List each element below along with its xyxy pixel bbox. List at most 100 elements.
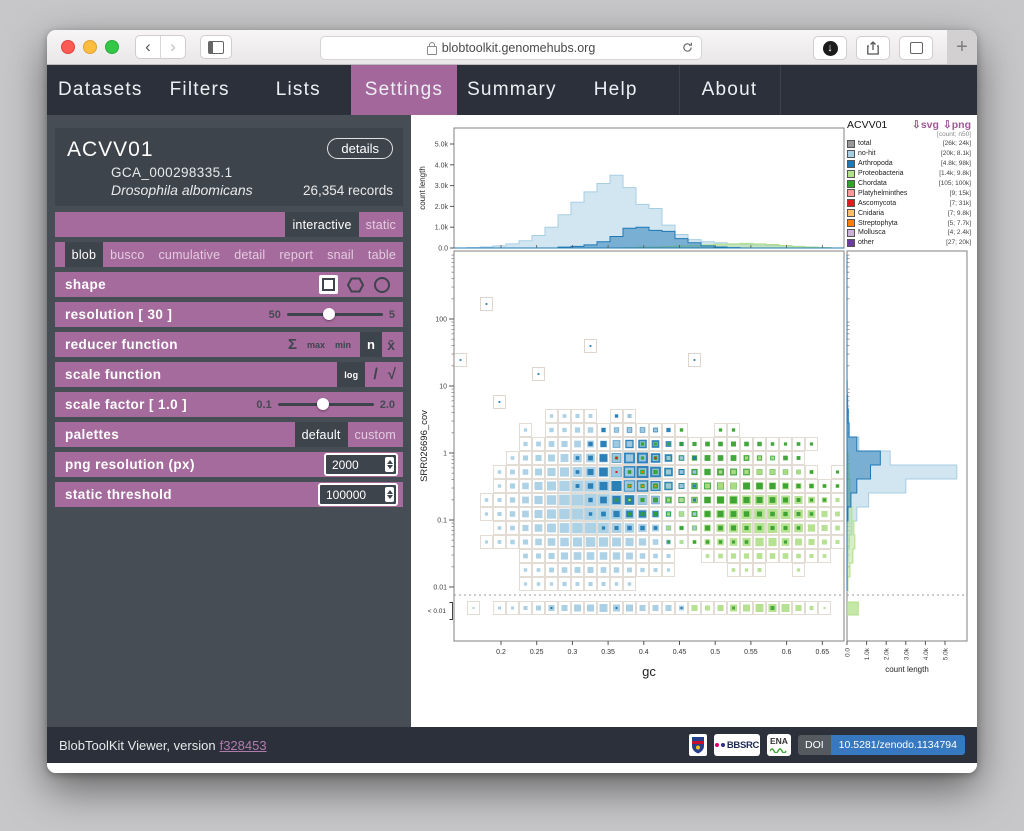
dataset-id: ACVV01 (67, 138, 154, 161)
forward-button[interactable]: › (160, 36, 185, 58)
version-link[interactable]: f328453 (219, 737, 267, 753)
nav-summary[interactable]: Summary (467, 79, 557, 100)
stepper-icon[interactable] (385, 487, 394, 502)
resolution-slider-thumb[interactable] (323, 308, 336, 321)
view-chip-report[interactable]: report (279, 247, 314, 262)
stepper-icon[interactable] (385, 457, 394, 472)
nav-help[interactable]: Help (593, 79, 638, 100)
legend-values: [105; 100k] (938, 180, 971, 187)
ena-text: ENA (770, 736, 788, 746)
palettes-label: palettes (65, 427, 120, 442)
scale-function-row: scale function log / √ (55, 362, 403, 387)
static-threshold-value: 100000 (326, 487, 367, 502)
resolution-slider-track[interactable] (286, 308, 383, 321)
sidebar-toggle-button[interactable] (200, 35, 232, 59)
scale-sqrt-button[interactable]: √ (387, 366, 396, 383)
reducer-mean-button[interactable]: x̄ (387, 336, 395, 353)
svg-text:0.55: 0.55 (744, 649, 758, 656)
legend-item[interactable]: total [26k; 24k] (847, 139, 971, 149)
browser-titlebar: ‹ › blobtoolkit.genomehubs.org ↓ + (47, 30, 977, 65)
view-chip-cumulative[interactable]: cumulative (158, 247, 221, 262)
reducer-row: reducer function Σ max min n x̄ (55, 332, 403, 357)
scale-factor-slider-track[interactable] (277, 398, 374, 411)
ena-logo[interactable]: ENA (766, 734, 791, 756)
reducer-max-button[interactable]: max (307, 339, 326, 350)
legend-item[interactable]: Streptophyta [5; 7.7k] (847, 218, 971, 228)
legend-item[interactable]: Platyhelminthes [9; 15k] (847, 188, 971, 198)
svg-text:0.01: 0.01 (433, 585, 447, 592)
downloads-button[interactable]: ↓ (813, 36, 847, 60)
mode-chip-static[interactable]: static (365, 217, 396, 232)
bbsrc-logo[interactable]: BBSRC (713, 734, 760, 756)
view-chip-detail[interactable]: detail (234, 247, 266, 262)
palette-default-button[interactable]: default (294, 422, 348, 447)
legend-item[interactable]: other [27; 20k] (847, 238, 971, 248)
close-window-button[interactable] (61, 40, 75, 54)
legend-item[interactable]: Ascomycota [7; 31k] (847, 198, 971, 208)
legend-name: Mollusca (858, 229, 886, 237)
share-button[interactable] (856, 36, 890, 60)
view-chip-blob[interactable]: blob (64, 242, 104, 267)
static-threshold-input[interactable]: 100000 (318, 483, 398, 506)
png-resolution-input[interactable]: 2000 (324, 453, 398, 476)
legend-values: [5; 7.7k] (947, 219, 971, 227)
scale-factor-row: scale factor [ 1.0 ] 0.1 2.0 (55, 392, 403, 417)
minimize-window-button[interactable] (83, 40, 97, 54)
dataset-header: ACVV01 details GCA_000298335.1 Drosophil… (55, 128, 403, 206)
shape-hex-button[interactable] (347, 277, 364, 293)
palette-custom-button[interactable]: custom (354, 427, 396, 442)
legend-item[interactable]: no-hit [20k; 8.1k] (847, 149, 971, 159)
legend-swatch (847, 238, 855, 247)
back-button[interactable]: ‹ (145, 37, 151, 56)
slider-max-label: 5 (388, 308, 395, 321)
new-tab-button[interactable]: + (947, 30, 977, 64)
slider-min-label: 0.1 (256, 398, 272, 411)
university-crest-logo[interactable] (688, 734, 707, 756)
view-chip-snail[interactable]: snail (327, 247, 354, 262)
download-svg-link[interactable]: ⇩svg (912, 119, 939, 131)
legend-name: Cnidaria (858, 209, 885, 217)
doi-label: DOI (797, 735, 831, 755)
reducer-sum-button[interactable]: Σ (288, 336, 298, 353)
static-threshold-label: static threshold (65, 487, 172, 502)
svg-text:count length: count length (885, 665, 929, 674)
svg-text:0.6: 0.6 (782, 649, 792, 656)
zoom-window-button[interactable] (105, 40, 119, 54)
mode-chip-interactive[interactable]: interactive (285, 212, 359, 237)
reducer-count-button[interactable]: n (360, 332, 383, 357)
details-button[interactable]: details (327, 138, 393, 159)
svg-text:3.0k: 3.0k (435, 183, 449, 190)
legend-item[interactable]: Chordata [105; 100k] (847, 179, 971, 189)
legend-item[interactable]: Proteobacteria [1.4k; 9.8k] (847, 169, 971, 179)
legend-item[interactable]: Mollusca [4; 2.4k] (847, 228, 971, 238)
svg-text:1: 1 (443, 451, 447, 458)
shape-square-button[interactable] (319, 275, 338, 294)
legend-item[interactable]: Cnidaria [7; 9.8k] (847, 208, 971, 218)
svg-text:0.0: 0.0 (438, 246, 448, 253)
svg-text:2.0k: 2.0k (884, 647, 891, 660)
shape-circle-button[interactable] (374, 276, 390, 293)
scale-log-button[interactable]: log (337, 362, 366, 387)
doi-badge[interactable]: DOI 10.5281/zenodo.1134794 (797, 735, 965, 755)
legend-swatch (847, 179, 855, 188)
tab-overview-button[interactable] (899, 36, 933, 60)
svg-text:gc: gc (642, 664, 656, 679)
png-resolution-value: 2000 (332, 457, 359, 472)
nav-settings[interactable]: Settings (350, 65, 458, 115)
scale-linear-button[interactable]: / (373, 365, 378, 383)
download-png-link[interactable]: ⇩png (942, 119, 971, 131)
nav-filters[interactable]: Filters (169, 79, 230, 100)
view-chip-table[interactable]: table (367, 247, 396, 262)
address-bar[interactable]: blobtoolkit.genomehubs.org (320, 36, 702, 60)
nav-lists[interactable]: Lists (275, 79, 321, 100)
scale-factor-slider-thumb[interactable] (316, 398, 329, 411)
view-chip-busco[interactable]: busco (110, 247, 145, 262)
resolution-label: resolution [ 30 ] (65, 307, 173, 322)
nav-datasets[interactable]: Datasets (58, 79, 143, 100)
reload-icon[interactable] (681, 41, 694, 57)
reducer-min-button[interactable]: min (335, 339, 352, 350)
nav-about[interactable]: About (701, 79, 758, 100)
legend-item[interactable]: Arthropoda [4.8k; 98k] (847, 159, 971, 169)
bbsrc-dot-icon (720, 743, 725, 747)
